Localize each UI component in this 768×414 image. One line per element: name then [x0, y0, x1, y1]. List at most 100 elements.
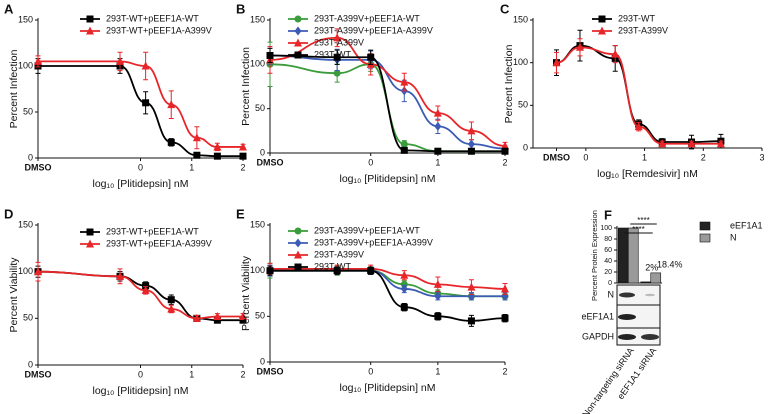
marker: [501, 314, 509, 322]
x-tick-label: DMSO: [543, 152, 570, 162]
legend-marker: [294, 238, 302, 248]
legend-marker: [86, 228, 94, 236]
x-tick-label: 1: [642, 152, 647, 162]
legend-label: 293T-WT+pEEF1A-WT: [106, 226, 199, 236]
marker: [193, 151, 201, 159]
marker: [501, 284, 509, 293]
legend-label: 293T-A399V: [618, 25, 668, 35]
panel-label: A: [4, 1, 14, 16]
legend-label: 293T-A399V: [314, 37, 364, 47]
marker: [552, 58, 561, 67]
marker: [333, 267, 341, 275]
marker: [400, 77, 409, 86]
legend-label: 293T-A399V+pEEF1A-A399V: [314, 237, 433, 247]
x-tick-label: DMSO: [25, 369, 52, 379]
x-tick-label: DMSO: [257, 366, 284, 376]
panel-label: B: [236, 1, 245, 16]
marker: [167, 100, 176, 109]
x-tick-label: 2: [240, 162, 245, 172]
legend-swatch: [699, 221, 711, 231]
y-axis-label: Percent Infection: [503, 44, 515, 123]
y-tick-label: 0: [28, 359, 33, 369]
x-tick-label: 1: [435, 366, 440, 376]
x-axis-label: log₁₀ [Plitidepsin] nM: [92, 178, 188, 190]
marker: [400, 146, 408, 154]
bar: [640, 281, 652, 284]
y-tick-label: 50: [255, 311, 265, 321]
y-axis-label: Percent Infection: [8, 49, 20, 128]
legend-label: 293T-A399V+pEEF1A-WT: [314, 13, 420, 23]
marker: [434, 291, 442, 301]
x-tick-label: 1: [435, 157, 440, 167]
legend-marker: [598, 15, 606, 23]
y-tick-label: 40: [604, 258, 612, 265]
marker: [400, 270, 409, 279]
marker: [142, 99, 150, 107]
legend-label: 293T-WT+pEEF1A-A399V: [106, 238, 212, 248]
y-tick-label: 150: [18, 14, 33, 24]
legend-marker: [294, 51, 302, 59]
x-tick-label: 1: [189, 369, 194, 379]
marker: [467, 282, 476, 291]
y-tick-label: 150: [18, 219, 33, 229]
marker: [501, 147, 509, 155]
y-tick-label: 50: [23, 313, 33, 323]
marker: [367, 53, 375, 61]
x-tick-label: DMSO: [257, 157, 284, 167]
y-tick-label: 60: [604, 247, 612, 254]
marker: [400, 280, 408, 288]
y-tick-label: 0: [608, 280, 612, 287]
blot-label: eEF1A1: [581, 311, 614, 321]
marker: [213, 311, 222, 320]
y-tick-label: 100: [18, 60, 33, 70]
legend-label: N: [730, 232, 737, 242]
marker: [467, 139, 475, 149]
marker: [333, 69, 341, 77]
marker: [434, 147, 442, 155]
marker: [34, 56, 42, 65]
marker: [467, 317, 475, 325]
legend-marker: [294, 250, 302, 259]
marker: [239, 311, 247, 320]
marker: [400, 284, 408, 294]
y-tick-label: 50: [23, 106, 33, 116]
marker: [634, 122, 643, 131]
x-tick-label: 2: [502, 366, 507, 376]
x-tick-label: 0: [138, 369, 143, 379]
marker: [333, 53, 341, 61]
x-tick-label: 0: [368, 366, 373, 376]
bar: [650, 272, 662, 284]
marker: [400, 303, 408, 311]
marker: [34, 267, 42, 276]
marker: [434, 121, 442, 131]
y-axis-label: Percent Infection: [240, 47, 252, 126]
bar: [617, 227, 629, 284]
y-tick-label: 0: [260, 147, 265, 157]
legend-label: 293T-WT: [314, 261, 352, 271]
y-tick-label: 150: [513, 14, 528, 24]
y-tick-label: 50: [518, 100, 528, 110]
marker: [687, 139, 696, 148]
legend-swatch: [699, 233, 711, 243]
x-tick-label: 3: [759, 152, 764, 162]
marker: [434, 312, 442, 320]
marker: [239, 152, 247, 160]
marker: [239, 142, 247, 151]
marker: [467, 147, 475, 155]
marker: [116, 271, 124, 280]
legend-label: 293T-A399V+pEEF1A-A399V: [314, 25, 433, 35]
significance-label: ****: [632, 225, 644, 234]
legend-label: 293T-A399V+pEEF1A-WT: [314, 225, 420, 235]
legend-label: 293T-WT+pEEF1A-WT: [106, 13, 199, 23]
marker: [433, 279, 442, 288]
x-axis-label: log₁₀ [Plitidepsin] nM: [339, 173, 435, 185]
marker: [266, 267, 274, 275]
marker: [192, 133, 201, 142]
x-tick-label: 0: [368, 157, 373, 167]
y-tick-label: 80: [604, 236, 612, 243]
legend-marker: [294, 26, 302, 36]
legend-marker: [86, 26, 94, 35]
marker: [116, 56, 124, 65]
legend-marker: [598, 26, 606, 35]
y-tick-label: 100: [513, 57, 528, 67]
